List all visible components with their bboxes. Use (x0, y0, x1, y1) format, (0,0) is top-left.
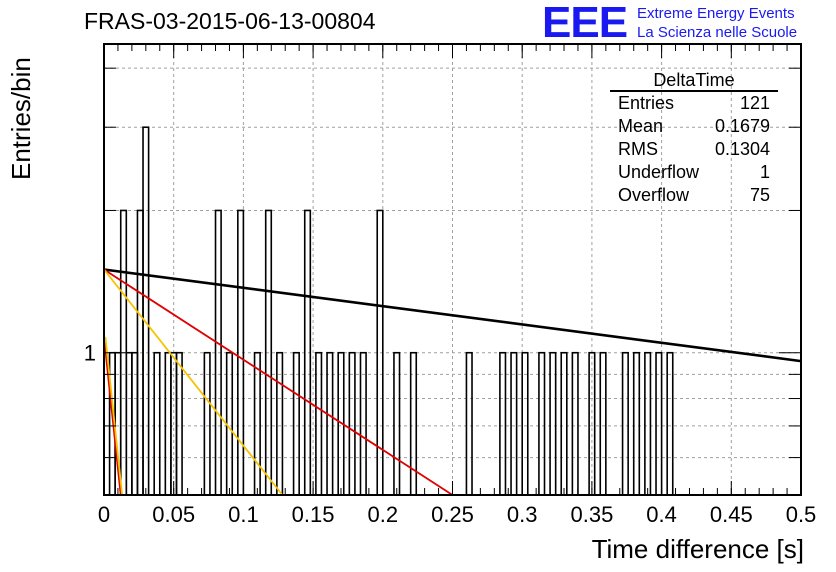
stats-title: DeltaTime (610, 70, 778, 92)
grid (104, 44, 801, 495)
stats-label: Entries (618, 93, 675, 113)
y-tick-label: 1 (84, 341, 96, 366)
x-tick-label: 0.1 (228, 502, 259, 527)
x-tick-label: 0.3 (507, 502, 538, 527)
fit-line (103, 268, 453, 496)
stats-label: Underflow (618, 162, 700, 182)
stats-value: 121 (739, 93, 770, 113)
stats-row: Underflow 1 (610, 161, 778, 184)
stats-row: Mean 0.1679 (610, 115, 778, 138)
histogram-bars (108, 126, 674, 496)
stats-value: 1 (759, 162, 770, 182)
eee-caption-line1: Extreme Energy Events (637, 5, 795, 22)
stats-value: 0.1304 (714, 139, 770, 159)
x-tick-label: 0.05 (152, 502, 195, 527)
fit-line (103, 268, 284, 496)
stats-box: DeltaTime Entries 121 Mean 0.1679 RMS 0.130… (610, 70, 778, 207)
stats-value: 0.1679 (714, 116, 770, 136)
x-tick-label: 0.5 (786, 502, 817, 527)
x-tick-label: 0.15 (292, 502, 335, 527)
stats-row: Overflow 75 (610, 184, 778, 207)
eee-caption-line2: La Scienza nelle Scuole (637, 24, 798, 41)
fit-line (103, 336, 122, 496)
x-tick-label: 0.45 (710, 502, 753, 527)
histogram-bar (142, 126, 150, 496)
eee-caption: Extreme Energy Events La Scienza nelle S… (637, 4, 797, 42)
x-tick-label: 0.25 (431, 502, 474, 527)
fit-lines (103, 268, 802, 496)
x-tick-label: 0 (98, 502, 110, 527)
stats-label: Overflow (618, 185, 690, 205)
stats-label: RMS (618, 139, 658, 159)
x-tick-label: 0.4 (646, 502, 677, 527)
fit-line (104, 336, 124, 496)
stats-value: 75 (749, 185, 770, 205)
chart-title: FRAS-03-2015-06-13-00804 (84, 8, 376, 34)
x-axis-label: Time difference [s] (591, 534, 804, 564)
axis-ticks: 0 0.05 0.1 0.15 0.2 0.25 0.3 0.35 0.4 0.45 0.5 1 (84, 44, 817, 527)
fit-line (103, 268, 802, 363)
stats-label: Mean (618, 116, 664, 136)
eee-logo: EEE (542, 0, 628, 47)
stats-row: Entries 121 (610, 92, 778, 115)
y-axis-label: Entries/bin (6, 57, 36, 180)
stats-row: RMS 0.1304 (610, 138, 778, 161)
x-tick-label: 0.35 (570, 502, 613, 527)
x-tick-label: 0.2 (368, 502, 399, 527)
